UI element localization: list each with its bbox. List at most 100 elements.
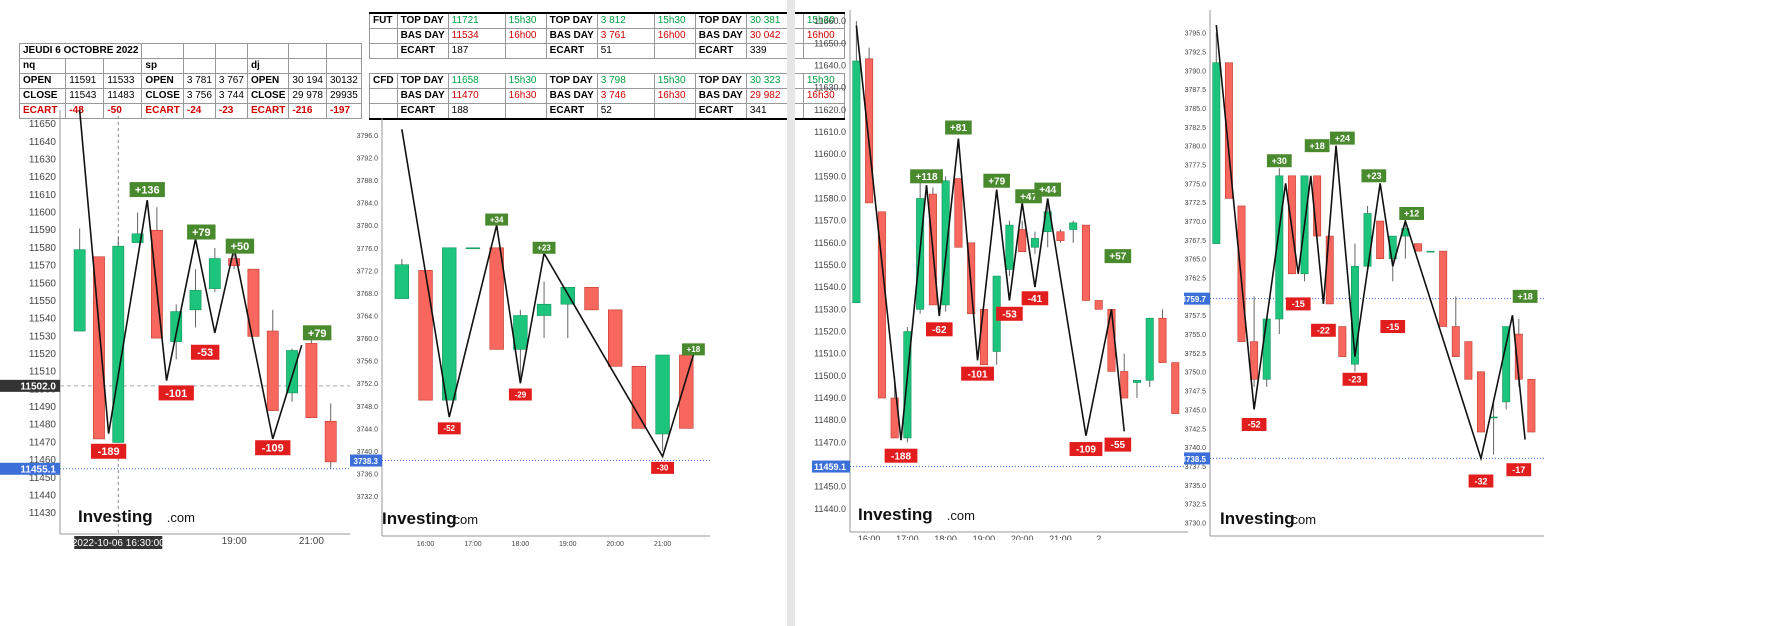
label-box xyxy=(1311,323,1336,337)
y-tick-label: 3740.0 xyxy=(357,449,379,456)
row-label: TOP DAY xyxy=(396,12,449,29)
y-tick-label: 11530.0 xyxy=(814,304,846,314)
label-box xyxy=(190,344,220,360)
label-text: -17 xyxy=(1512,465,1525,475)
crosshair-time-label: 2022-10-06 16:30:00 xyxy=(72,538,165,549)
price-tag-label: 3738.5 xyxy=(1184,455,1207,464)
y-tick-label: 3744.0 xyxy=(357,426,379,433)
gain-label: +18 xyxy=(1512,289,1538,303)
group-header: dj xyxy=(246,58,290,74)
y-tick-label: 11440 xyxy=(29,490,57,501)
y-tick-label: 11570.0 xyxy=(814,216,846,226)
row-label: ECART xyxy=(246,103,290,119)
logo-text: Investing xyxy=(858,505,933,524)
candle xyxy=(394,259,410,299)
table-cell xyxy=(103,58,143,74)
x-tick-label: 18:00 xyxy=(512,541,530,548)
x-tick-label: 21:00 xyxy=(299,536,324,547)
gain-label: +23 xyxy=(1361,169,1387,183)
y-tick-label: 11590.0 xyxy=(814,171,846,181)
candle xyxy=(1262,318,1271,387)
value-cell: 29935 xyxy=(325,88,362,104)
label-text: -101 xyxy=(165,388,187,400)
candle xyxy=(979,309,988,366)
candle-body xyxy=(1030,238,1039,248)
label-box xyxy=(1241,417,1267,431)
y-tick-label: 3752.5 xyxy=(1185,351,1207,358)
candle xyxy=(1145,317,1154,387)
candle-body xyxy=(979,309,988,366)
label-text: -22 xyxy=(1317,326,1330,336)
row-label: BAS DAY xyxy=(694,88,747,104)
row-label: BAS DAY xyxy=(396,88,449,104)
y-tick-label: 3770.0 xyxy=(1185,219,1207,226)
y-tick-label: 11570 xyxy=(29,261,57,272)
value-cell: 11543 xyxy=(65,88,105,104)
label-text: -189 xyxy=(98,446,120,458)
label-text: +47 xyxy=(1020,192,1037,203)
row-label: CLOSE xyxy=(246,88,290,104)
y-tick-label: 3748.0 xyxy=(357,404,379,411)
gain-label: +79 xyxy=(187,224,216,240)
section-label: FUT xyxy=(369,12,398,29)
candle xyxy=(1081,224,1090,301)
gain-label: +81 xyxy=(945,120,972,135)
label-box xyxy=(1034,182,1061,197)
row-label: ECART xyxy=(694,43,747,59)
candle-body xyxy=(394,264,410,299)
label-box xyxy=(945,120,972,135)
label-text: -53 xyxy=(197,347,213,359)
zigzag-line xyxy=(401,129,695,459)
time-cell xyxy=(504,103,547,120)
y-tick-label: 11630.0 xyxy=(814,83,846,93)
x-tick-label: 16:00 xyxy=(417,541,435,548)
label-text: +79 xyxy=(192,227,211,239)
candle-body xyxy=(465,247,481,250)
gain-label: +118 xyxy=(910,169,943,184)
y-tick-label: 3768.0 xyxy=(357,291,379,298)
gain-label: +79 xyxy=(983,173,1010,188)
x-tick-label: 19:00 xyxy=(559,541,577,548)
y-tick-label: 11480 xyxy=(29,420,57,431)
table-row: OPEN 11591 11533 OPEN 3 781 3 767 OPEN 30 194 30… xyxy=(18,73,362,89)
label-box xyxy=(437,422,461,435)
row-label: ECART xyxy=(545,103,598,120)
loss-label: -30 xyxy=(651,461,675,474)
label-text: +18 xyxy=(687,345,701,354)
candle-body xyxy=(513,315,528,350)
candle-body xyxy=(655,354,670,435)
value-cell: 11533 xyxy=(103,73,143,89)
label-box xyxy=(1399,206,1425,220)
candle-body xyxy=(536,303,552,316)
time-cell: 16h30 xyxy=(653,88,696,104)
candle xyxy=(655,354,670,451)
loss-label: -32 xyxy=(1468,474,1494,488)
y-tick-label: 11600.0 xyxy=(814,149,846,159)
label-text: +50 xyxy=(231,241,250,253)
x-tick-label: 20:00 xyxy=(606,541,624,548)
row-label: ECART xyxy=(396,43,449,59)
candle xyxy=(679,354,694,429)
label-box xyxy=(508,388,532,401)
y-tick-label: 3742.5 xyxy=(1185,426,1207,433)
table-cell xyxy=(141,43,184,59)
time-cell: 16h30 xyxy=(802,88,845,104)
loss-label: -41 xyxy=(1021,291,1049,306)
table-row: FUT TOP DAY 11721 15h30 TOP DAY 3 812 15h30 TOP… xyxy=(369,12,845,29)
price-tag xyxy=(0,462,60,475)
value-cell: 51 xyxy=(596,43,655,59)
y-tick-label: 11550 xyxy=(29,296,57,307)
label-box xyxy=(532,241,556,254)
label-box xyxy=(983,173,1010,188)
candle xyxy=(1094,300,1103,310)
label-text: +81 xyxy=(950,123,967,134)
loss-label: -15 xyxy=(1285,297,1311,311)
candle-body xyxy=(1056,231,1065,241)
price-tag-label: 11459.1 xyxy=(814,462,846,472)
candle xyxy=(131,212,144,243)
loss-label: -15 xyxy=(1380,320,1406,334)
row-label: ECART xyxy=(396,103,449,120)
label-text: -52 xyxy=(443,424,455,433)
x-tick-label: 17:00 xyxy=(464,541,482,548)
candle-body xyxy=(1212,62,1221,244)
